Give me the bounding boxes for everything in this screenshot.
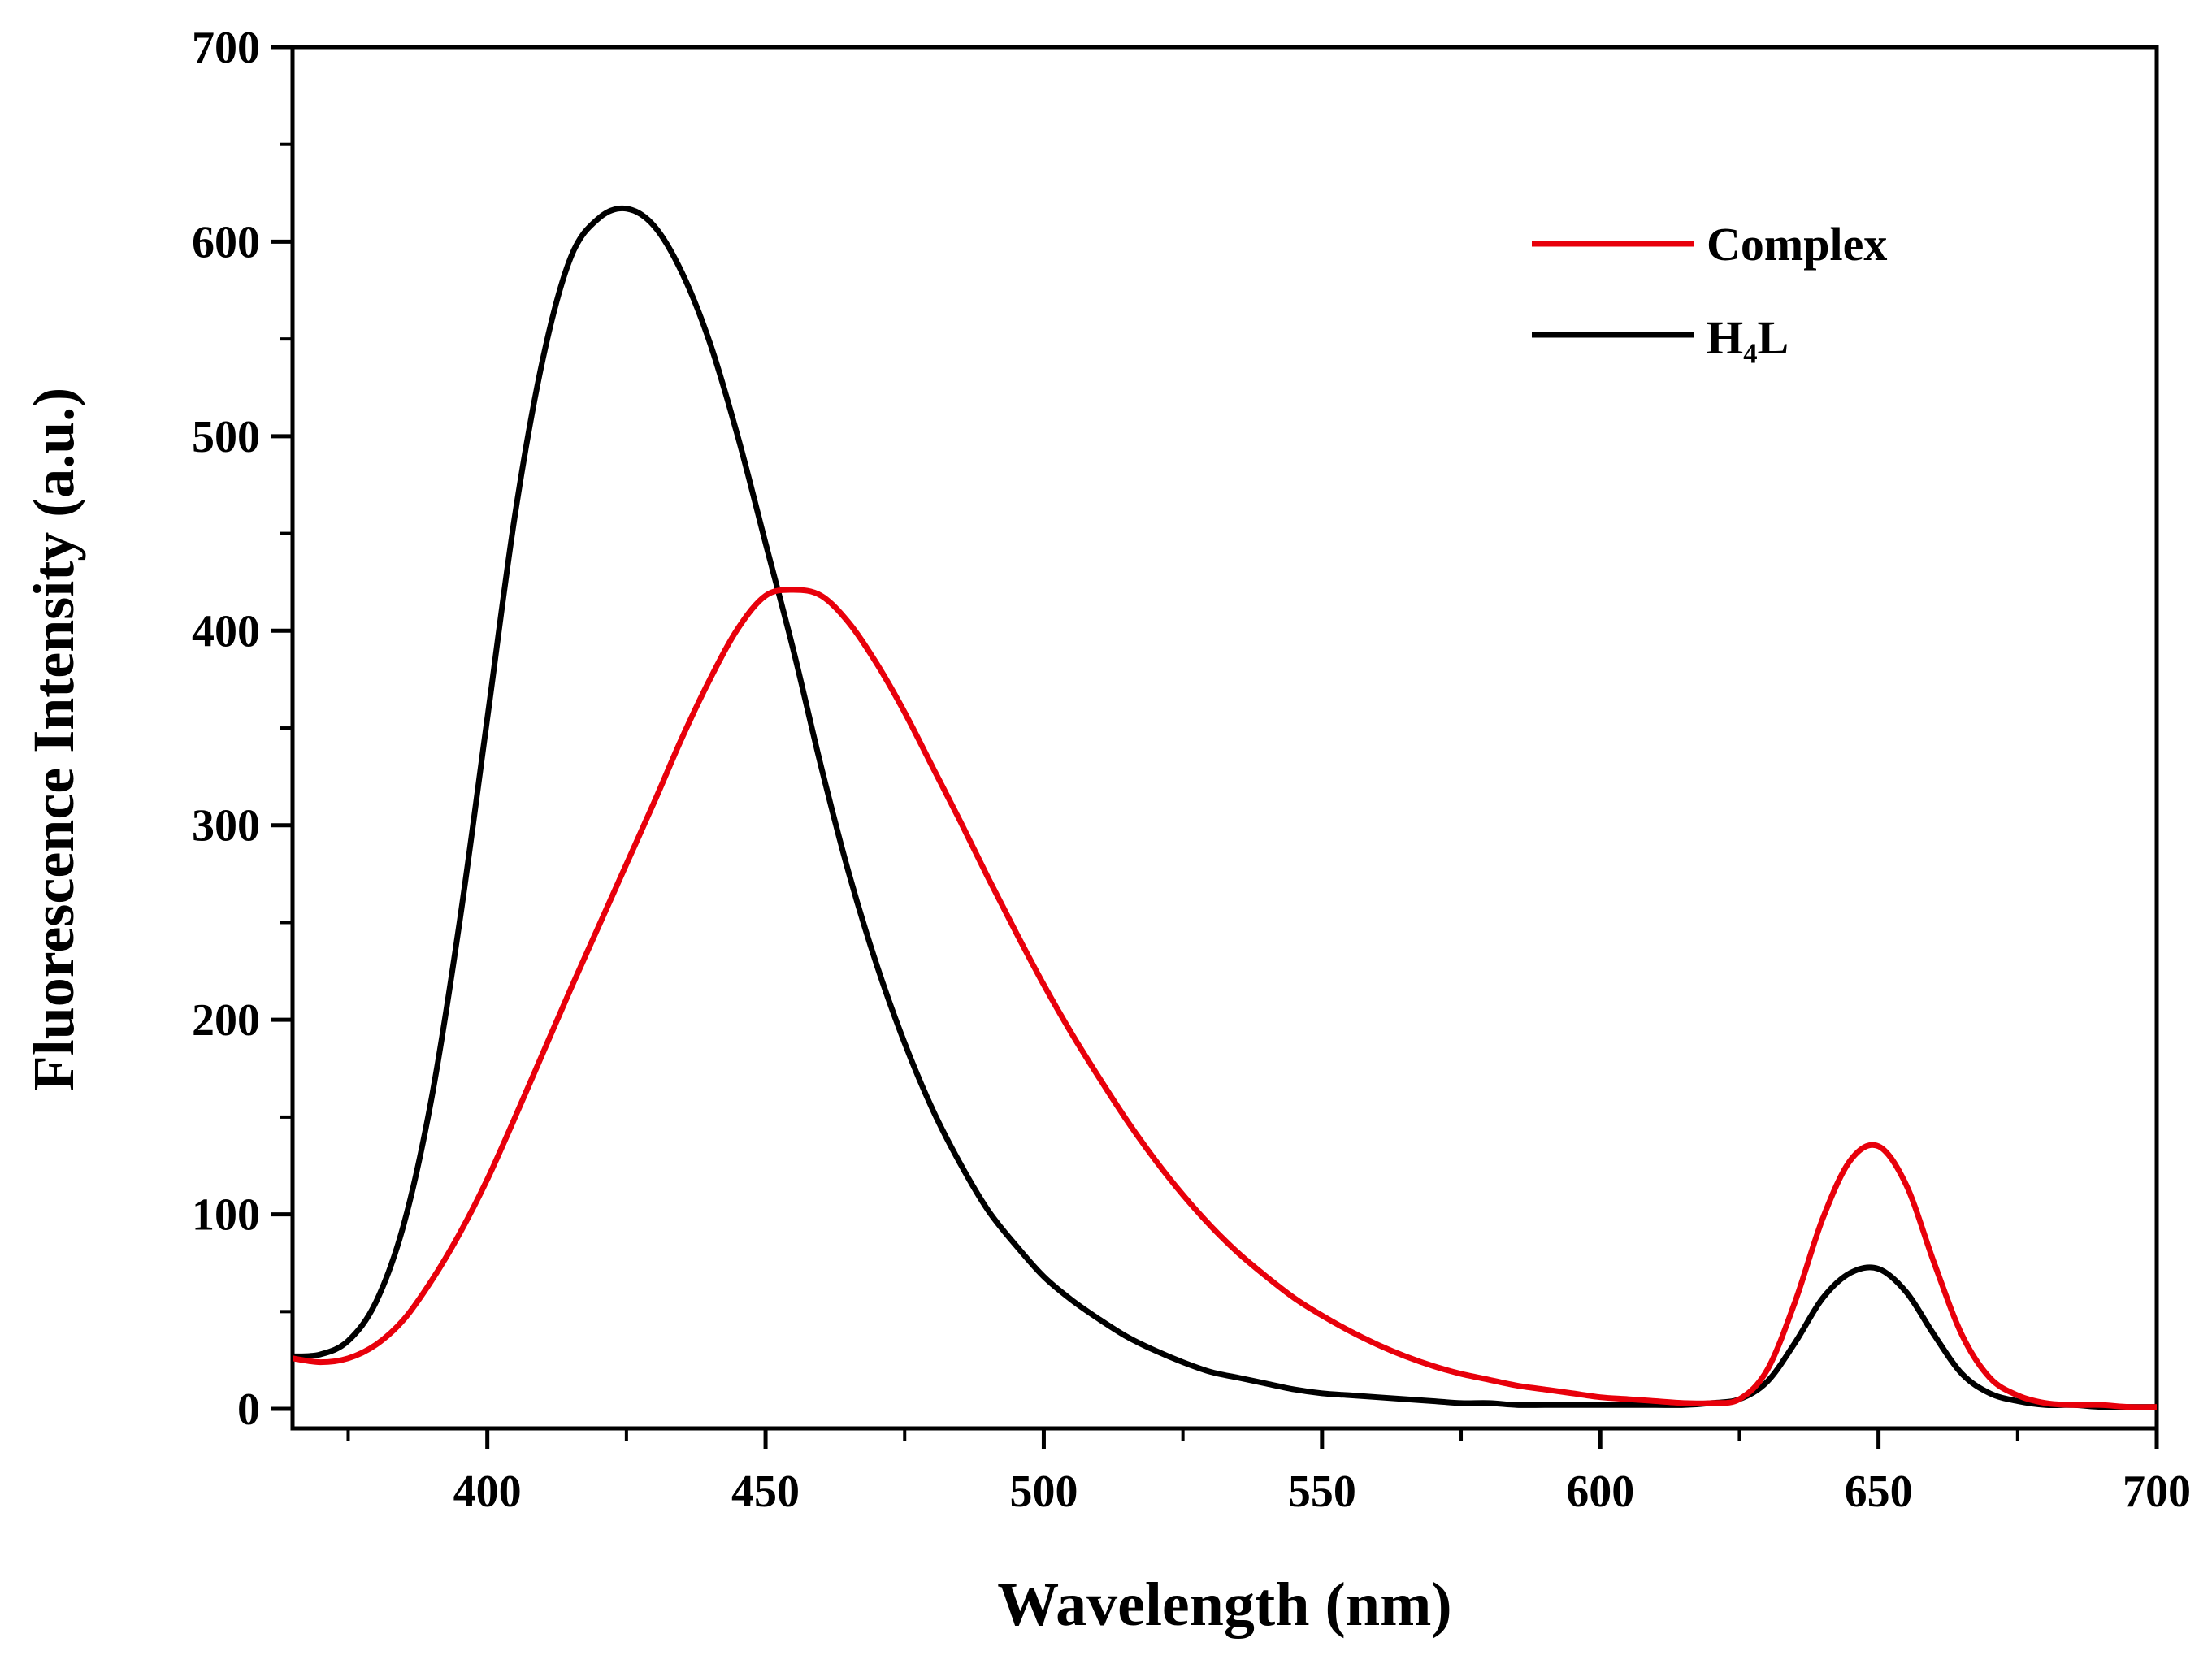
y-axis-ticks	[271, 45, 293, 1411]
y-tick-label: 100	[192, 1190, 260, 1241]
y-tick-label: 500	[192, 412, 260, 462]
x-tick-label: 600	[1566, 1467, 1634, 1517]
legend: Complex H₄L	[1532, 218, 1887, 364]
x-axis-ticks	[346, 1428, 2159, 1450]
y-tick-label: 600	[192, 217, 260, 267]
x-axis-tick-labels: 400 450 500 550 600 650 700	[453, 1467, 2191, 1517]
y-tick-label: 400	[192, 606, 260, 656]
y-tick-label: 200	[192, 995, 260, 1046]
x-axis-title: Wavelength (nm)	[997, 1571, 1451, 1639]
x-tick-label: 400	[453, 1467, 522, 1517]
legend-label-h4l: H₄L	[1707, 311, 1789, 364]
y-axis-title: Fluorescence Intensity (a.u.)	[21, 388, 86, 1092]
series-layer	[293, 205, 2157, 1410]
series-line-h4l	[293, 205, 2157, 1410]
x-tick-label: 650	[1845, 1467, 1913, 1517]
y-tick-label: 700	[192, 23, 260, 73]
x-tick-label: 500	[1009, 1467, 1078, 1517]
x-tick-label: 450	[731, 1467, 800, 1517]
plot-frame	[290, 45, 2159, 1431]
x-tick-label: 550	[1288, 1467, 1356, 1517]
y-tick-label: 0	[237, 1384, 260, 1435]
y-axis-tick-labels: 0 100 200 300 400 500 600 700	[192, 23, 260, 1435]
y-tick-label: 300	[192, 801, 260, 852]
legend-label-complex: Complex	[1707, 218, 1887, 271]
x-tick-label: 700	[2123, 1467, 2191, 1517]
series-line-complex	[293, 587, 2157, 1410]
